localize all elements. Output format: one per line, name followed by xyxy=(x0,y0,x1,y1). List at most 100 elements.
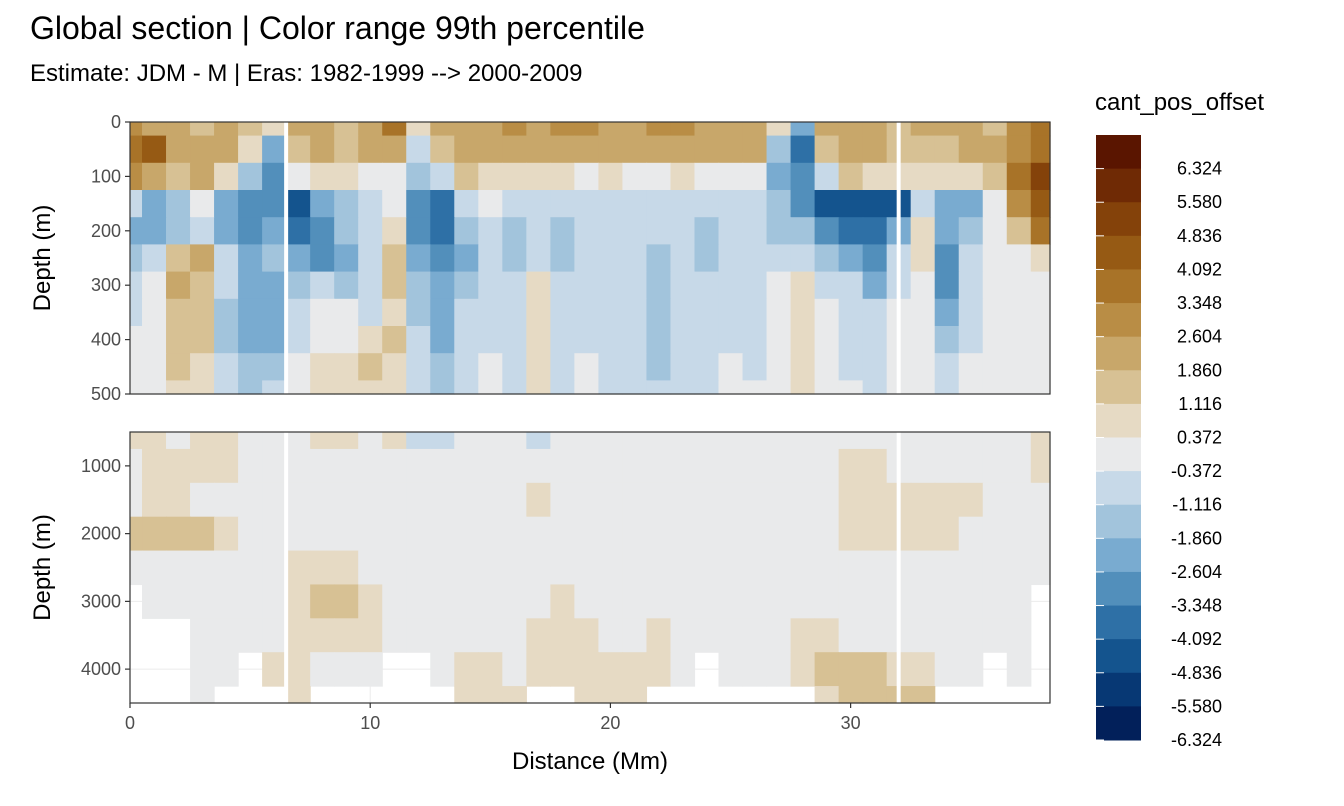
heat-cell xyxy=(358,482,383,518)
legend-label: -6.324 xyxy=(1171,730,1222,750)
legend-swatch xyxy=(1096,672,1141,707)
heat-cell xyxy=(286,271,311,300)
chart-title: Global section | Color range 99th percen… xyxy=(30,10,645,46)
heat-cell xyxy=(454,135,479,164)
heat-cell xyxy=(1006,326,1032,354)
heat-cell xyxy=(406,584,431,619)
heat-cell xyxy=(478,380,503,395)
heat-cell xyxy=(190,686,215,704)
heat-cell xyxy=(310,516,335,552)
heat-cell xyxy=(358,190,383,218)
heat-cell xyxy=(130,298,143,327)
heat-cell xyxy=(238,298,263,327)
heat-cell xyxy=(838,271,864,300)
heat-cell xyxy=(790,584,816,619)
legend-label: -3.348 xyxy=(1171,596,1222,616)
heat-cell xyxy=(502,217,527,245)
heat-cell xyxy=(742,217,768,245)
heat-cell xyxy=(214,380,239,395)
heat-cell xyxy=(646,326,672,354)
heat-cell xyxy=(478,122,503,137)
heat-cell xyxy=(550,353,575,381)
heat-cell xyxy=(286,190,311,218)
heat-cell xyxy=(430,482,455,518)
heat-cell xyxy=(646,448,672,484)
heat-cell xyxy=(1006,380,1032,395)
panel-2: 1000 2000 3000 4000 Depth (m) xyxy=(29,431,1051,704)
heat-cell xyxy=(550,135,575,164)
heat-cell xyxy=(130,162,143,191)
heat-cell xyxy=(598,686,624,704)
heat-cell xyxy=(334,298,359,327)
legend-label: 4.092 xyxy=(1177,259,1222,279)
heat-cell xyxy=(838,448,864,484)
legend-swatch xyxy=(1096,370,1141,405)
x-axis-title: Distance (Mm) xyxy=(512,748,668,775)
heat-cell xyxy=(478,516,503,552)
heat-cell xyxy=(742,353,768,381)
heat-cell xyxy=(1030,326,1051,354)
heat-cell xyxy=(382,217,407,245)
heat-cell xyxy=(574,584,600,619)
heat-cell xyxy=(382,516,407,552)
heat-cell xyxy=(214,271,239,300)
heat-cell xyxy=(550,516,575,552)
heat-cell xyxy=(814,448,840,484)
heat-cell xyxy=(934,482,960,518)
heat-cell xyxy=(622,353,648,381)
heat-cells xyxy=(130,432,1051,704)
heat-cell xyxy=(310,135,335,164)
heat-cell xyxy=(694,244,720,273)
heat-cell xyxy=(454,190,479,218)
heat-cell xyxy=(550,652,575,687)
heat-cell xyxy=(454,244,479,273)
legend-swatch xyxy=(1096,639,1141,674)
heat-cell xyxy=(958,122,984,137)
heat-cell xyxy=(838,244,864,273)
heat-cell xyxy=(958,550,984,586)
heat-cell xyxy=(166,122,191,137)
heat-cell xyxy=(838,618,864,653)
heat-cell xyxy=(130,516,143,552)
legend-swatch xyxy=(1096,471,1141,506)
heat-cell xyxy=(790,162,816,191)
heat-cell xyxy=(286,652,311,687)
heat-cell xyxy=(670,448,696,484)
heat-cell xyxy=(334,652,359,687)
heat-cell xyxy=(454,448,479,484)
heat-cell xyxy=(814,380,840,395)
heat-cell xyxy=(190,618,215,653)
heat-cell xyxy=(742,162,768,191)
heat-cell xyxy=(358,652,383,687)
heat-cell xyxy=(862,448,888,484)
heat-cell xyxy=(310,162,335,191)
heat-cell xyxy=(286,244,311,273)
heat-cell xyxy=(166,162,191,191)
heat-cell xyxy=(646,482,672,518)
heat-cell xyxy=(502,162,527,191)
heat-cell xyxy=(214,516,239,552)
heat-cell xyxy=(406,482,431,518)
heat-cell xyxy=(574,618,600,653)
heat-cell xyxy=(598,618,624,653)
heat-cell xyxy=(622,686,648,704)
heat-cell xyxy=(142,122,167,137)
heat-cell xyxy=(1030,162,1051,191)
heat-cell xyxy=(310,190,335,218)
heat-cell xyxy=(430,271,455,300)
heat-cell xyxy=(334,482,359,518)
heat-cell xyxy=(622,298,648,327)
heat-cell xyxy=(550,618,575,653)
chart-subtitle: Estimate: JDM - M | Eras: 1982-1999 --> … xyxy=(30,60,583,87)
heat-cell xyxy=(742,326,768,354)
heat-cell xyxy=(694,271,720,300)
heat-cell xyxy=(406,432,431,450)
heat-cell xyxy=(286,380,311,395)
heat-cell xyxy=(670,584,696,619)
heat-cell xyxy=(238,162,263,191)
heat-cell xyxy=(694,353,720,381)
heat-cell xyxy=(742,584,768,619)
heat-cell xyxy=(550,162,575,191)
heat-cell xyxy=(910,550,936,586)
heat-cell xyxy=(982,482,1008,518)
